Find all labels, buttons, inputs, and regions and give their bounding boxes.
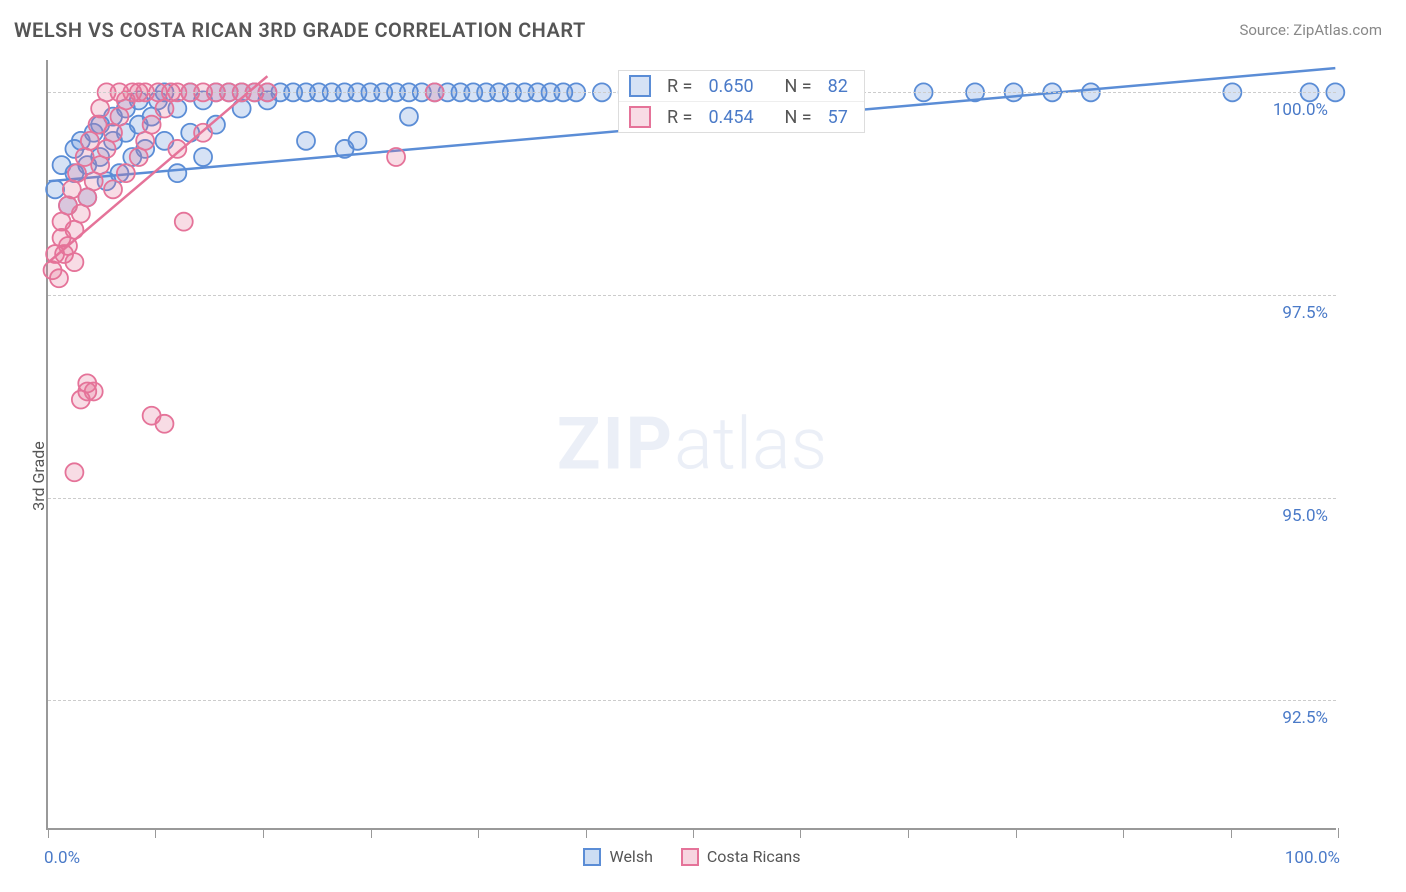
gridline-h: [48, 295, 1336, 296]
plot-region: ZIPatlas 100.0%97.5%95.0%92.5%0.0%100.0%…: [46, 60, 1336, 830]
chart-source: Source: ZipAtlas.com: [1239, 21, 1382, 39]
x-tick: [1123, 828, 1124, 838]
scatter-point: [65, 253, 83, 271]
scatter-point: [104, 124, 122, 142]
x-tick: [1338, 828, 1339, 838]
x-tick: [1231, 828, 1232, 838]
scatter-point: [155, 415, 173, 433]
chart-title: WELSH VS COSTA RICAN 3RD GRADE CORRELATI…: [14, 18, 586, 42]
legend-item: Costa Ricans: [681, 847, 801, 866]
scatter-point: [91, 100, 109, 118]
legend-label: Costa Ricans: [707, 847, 801, 866]
scatter-point: [91, 156, 109, 174]
scatter-point: [143, 116, 161, 134]
x-tick: [478, 828, 479, 838]
legend-n-value: 82: [828, 76, 848, 97]
x-tick: [263, 828, 264, 838]
chart-area: 3rd Grade ZIPatlas 100.0%97.5%95.0%92.5%…: [0, 60, 1406, 892]
scatter-point: [46, 180, 64, 198]
x-tick: [800, 828, 801, 838]
legend-swatch: [629, 106, 651, 128]
scatter-point: [117, 164, 135, 182]
series-legend: Welsh Costa Ricans: [48, 847, 1336, 866]
y-tick-label: 95.0%: [1282, 506, 1328, 526]
scatter-point: [194, 148, 212, 166]
scatter-point: [81, 132, 99, 150]
y-tick-label: 92.5%: [1282, 708, 1328, 728]
gridline-h: [48, 498, 1336, 499]
scatter-point: [78, 188, 96, 206]
scatter-point: [348, 132, 366, 150]
legend-item: Welsh: [583, 847, 652, 866]
scatter-point: [387, 148, 405, 166]
gridline-h: [48, 700, 1336, 701]
scatter-point: [168, 164, 186, 182]
chart-header: WELSH VS COSTA RICAN 3RD GRADE CORRELATI…: [0, 0, 1406, 60]
y-tick-label: 100.0%: [1273, 100, 1328, 120]
scatter-point: [110, 108, 128, 126]
scatter-point: [104, 180, 122, 198]
scatter-point: [400, 108, 418, 126]
correlation-legend-row: R =0.454N =57: [619, 101, 864, 132]
scatter-point: [50, 269, 68, 287]
scatter-point: [72, 205, 90, 223]
x-tick: [908, 828, 909, 838]
correlation-legend: R =0.650N =82R =0.454N =57: [618, 70, 865, 133]
scatter-point: [98, 140, 116, 158]
y-tick-label: 97.5%: [1282, 303, 1328, 323]
scatter-point: [130, 148, 148, 166]
scatter-point: [85, 382, 103, 400]
scatter-point: [175, 213, 193, 231]
legend-label: Welsh: [609, 847, 652, 866]
x-tick: [586, 828, 587, 838]
x-tick: [155, 828, 156, 838]
x-tick: [371, 828, 372, 838]
scatter-point: [85, 172, 103, 190]
scatter-point: [68, 164, 86, 182]
x-tick: [1016, 828, 1017, 838]
legend-swatch: [583, 848, 601, 866]
scatter-point: [136, 132, 154, 150]
legend-n-value: 57: [828, 107, 848, 128]
legend-r-value: 0.454: [708, 107, 768, 128]
scatter-point: [297, 132, 315, 150]
plot-svg: [48, 60, 1336, 828]
scatter-point: [65, 463, 83, 481]
x-tick: [48, 828, 49, 838]
correlation-legend-row: R =0.650N =82: [619, 71, 864, 101]
legend-r-value: 0.650: [708, 76, 768, 97]
legend-swatch: [681, 848, 699, 866]
scatter-point: [155, 100, 173, 118]
legend-swatch: [629, 75, 651, 97]
x-tick: [693, 828, 694, 838]
